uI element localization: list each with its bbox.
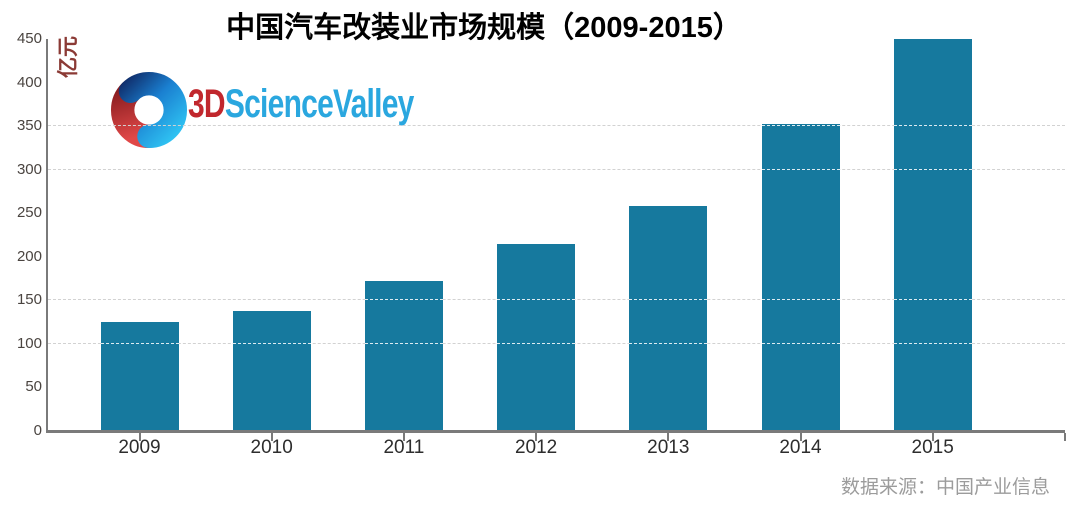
bar-2013 — [629, 206, 708, 430]
gridline-over-bar — [232, 342, 311, 344]
x-tick-label: 2015 — [911, 437, 954, 458]
x-tick-label: 2011 — [383, 437, 425, 458]
x-axis-tick — [138, 433, 141, 441]
gridline-over-bar — [497, 342, 576, 344]
gridline-over-bar — [629, 342, 708, 344]
watermark-logo: 3DScienceValley — [110, 70, 414, 150]
gridline-over-bar — [893, 342, 972, 344]
watermark-3d: 3D — [188, 82, 226, 126]
y-tick-label: 300 — [16, 160, 42, 178]
bar-2015 — [893, 39, 972, 430]
bar-2011 — [364, 281, 443, 430]
x-axis-tick — [931, 433, 934, 441]
gridline-over-bar — [761, 299, 840, 301]
x-tick-label: 2013 — [647, 437, 690, 458]
y-tick-label: 250 — [16, 204, 42, 222]
gridline-over-bar — [893, 168, 972, 170]
x-tick-label: 2014 — [779, 437, 822, 458]
y-tick-label: 150 — [16, 291, 42, 309]
x-axis-tick — [667, 433, 670, 441]
x-axis-tick — [270, 433, 273, 441]
y-tick-label: 450 — [16, 30, 42, 47]
y-tick-label: 350 — [16, 117, 42, 135]
y-tick-label: 400 — [16, 73, 42, 91]
bar-2012 — [497, 243, 576, 430]
y-tick-label: 200 — [16, 247, 42, 265]
gridline — [48, 125, 1065, 127]
gridline-over-bar — [893, 299, 972, 301]
y-axis-line — [46, 39, 48, 432]
x-axis-tick — [402, 433, 405, 441]
gridline-over-bar — [497, 299, 576, 301]
x-tick-label: 2009 — [118, 437, 161, 458]
bar-2014 — [761, 124, 840, 430]
gridline-over-bar — [364, 299, 443, 301]
gridline — [48, 168, 1065, 170]
watermark-sciencevalley: ScienceValley — [224, 82, 414, 126]
y-tick-label: 50 — [25, 378, 42, 396]
gridline-over-bar — [761, 125, 840, 127]
bar-2009 — [100, 322, 179, 430]
y-axis-unit-label: 亿元 — [57, 36, 80, 78]
x-axis-line — [46, 430, 1065, 433]
x-axis-tick — [535, 433, 538, 441]
watermark-text: 3DScienceValley — [188, 82, 414, 127]
gridline-over-bar — [761, 168, 840, 170]
gridline-over-bar — [100, 342, 179, 344]
bar-2010 — [232, 310, 311, 430]
gridline-over-bar — [629, 299, 708, 301]
y-tick-label: 100 — [16, 334, 42, 352]
gridline-over-bar — [893, 125, 972, 127]
x-axis-end-tick — [1064, 433, 1066, 441]
y-tick-label: 0 — [33, 422, 42, 439]
x-tick-label: 2012 — [514, 437, 558, 458]
source-note: 数据来源：中国产业信息 — [840, 477, 1050, 498]
x-tick-label: 2010 — [250, 437, 293, 458]
x-axis-tick — [799, 433, 802, 441]
chart-title: 中国汽车改装业市场规模（2009-2015） — [226, 12, 742, 44]
gridline-over-bar — [364, 342, 443, 344]
swirl-logo-icon — [110, 71, 188, 149]
gridline-over-bar — [761, 342, 840, 344]
